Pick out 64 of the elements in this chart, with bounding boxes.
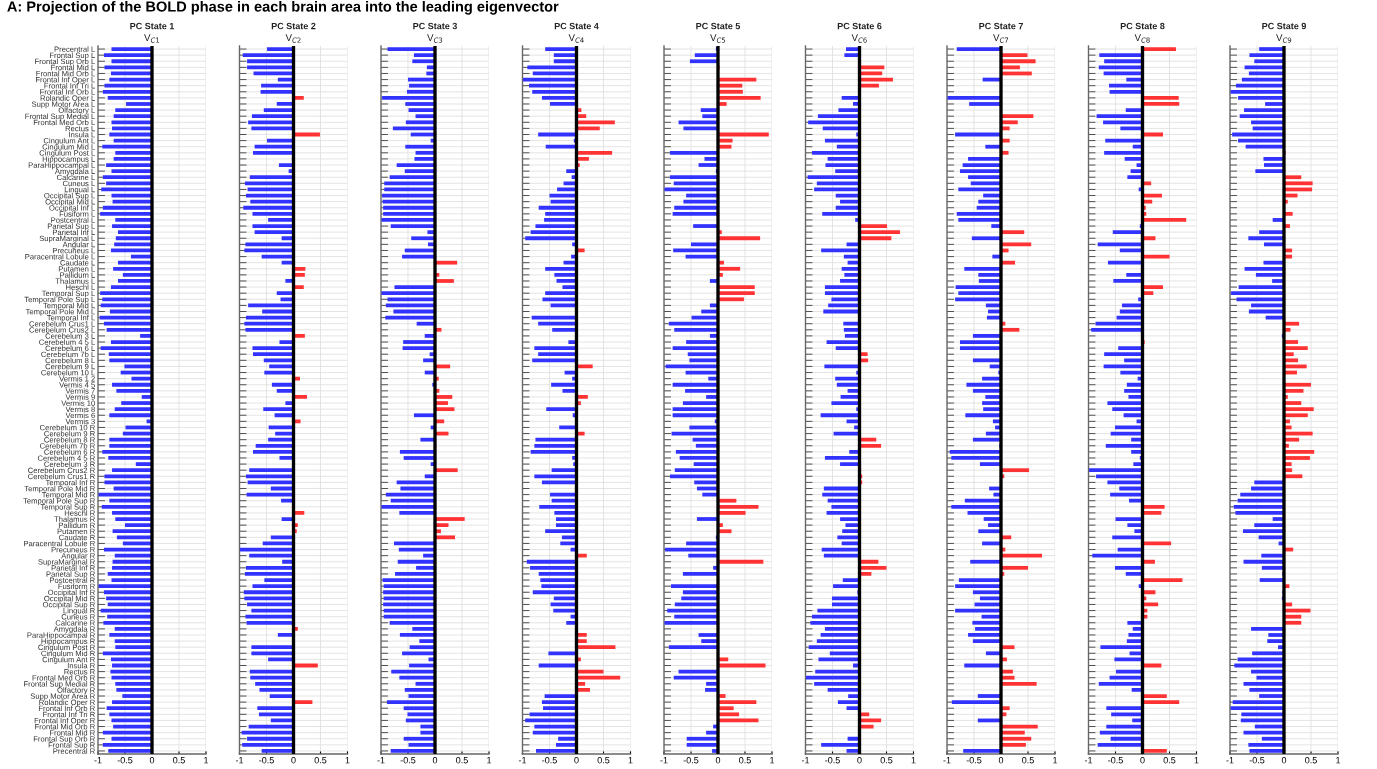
x-tick-label: 0.5	[739, 757, 751, 764]
chart-subtitle: V$_{C5}$	[710, 34, 726, 43]
x-tick-label: 1	[770, 757, 775, 764]
chart-title: PC State 3	[413, 22, 457, 30]
x-tick-label: 0.5	[314, 757, 327, 764]
x-tick-label: -0.5	[1108, 757, 1123, 764]
chart-title: PC State 7	[979, 22, 1023, 30]
x-tick-label: 0	[1140, 757, 1145, 764]
x-tick-label: 0.5	[597, 757, 610, 764]
chart-subtitle: V$_{C1}$	[144, 34, 160, 43]
chart-title: PC State 6	[837, 22, 882, 30]
x-tick-label: 0.5	[1163, 757, 1176, 764]
x-tick-label: 0	[998, 757, 1004, 764]
chart-title: PC State 1	[130, 22, 175, 30]
x-tick-label: 0	[432, 757, 438, 764]
x-tick-label: 0	[1281, 757, 1287, 764]
x-tick-label: -0.5	[259, 757, 274, 764]
text: A: Projection of the BOLD phase in each brain area into the leading eigenvector	[7, 1, 559, 15]
x-tick-label: 1	[911, 757, 916, 764]
x-tick-label: 0.5	[1305, 757, 1317, 764]
x-tick-label: -0.5	[400, 757, 416, 764]
x-tick-label: 1	[628, 757, 633, 764]
chart-subtitle: V$_{C4}$	[568, 34, 584, 43]
x-tick-label: 0.5	[1022, 757, 1034, 764]
x-tick-label: 0.5	[173, 757, 185, 764]
x-tick-label: -1	[94, 757, 102, 764]
x-tick-label: -0.5	[683, 757, 699, 764]
chart-subtitle: V$_{C8}$	[1134, 34, 1150, 43]
x-tick-label: 1	[487, 757, 492, 764]
chart-subtitle: V$_{C7}$	[993, 34, 1009, 43]
x-tick-label: 0	[574, 757, 579, 764]
chart-subtitle: V$_{C2}$	[285, 34, 301, 43]
x-tick-label: 0	[149, 757, 155, 764]
x-tick-label: 0.5	[456, 757, 468, 764]
chart-subtitle: V$_{C9}$	[1276, 34, 1292, 43]
x-tick-label: 0	[715, 757, 721, 764]
x-tick-label: -1	[943, 757, 951, 764]
x-tick-label: -1	[518, 757, 527, 764]
x-tick-label: 0	[291, 757, 296, 764]
chart-title: PC State 5	[696, 22, 741, 30]
chart-subtitle: V$_{C6}$	[851, 34, 867, 43]
x-tick-label: -0.5	[542, 757, 557, 764]
x-tick-label: 1	[1053, 757, 1058, 764]
chart-title: PC State 8	[1120, 22, 1165, 30]
x-tick-label: 1	[1336, 757, 1341, 764]
chart-title: PC State 4	[554, 22, 599, 30]
chart-subtitle: V$_{C3}$	[427, 34, 443, 43]
x-tick-label: -1	[1084, 757, 1093, 764]
x-tick-label: -0.5	[825, 757, 840, 764]
x-tick-label: 1	[1194, 757, 1199, 764]
chart-title: PC State 2	[271, 22, 316, 30]
x-tick-label: -1	[1226, 757, 1234, 764]
x-tick-label: 1	[345, 757, 350, 764]
x-tick-label: -1	[801, 757, 810, 764]
x-tick-label: -1	[660, 757, 668, 764]
x-tick-label: 0	[857, 757, 862, 764]
x-tick-label: -0.5	[966, 757, 982, 764]
x-tick-label: 1	[204, 757, 209, 764]
x-tick-label: 0.5	[880, 757, 893, 764]
x-tick-label: -0.5	[1249, 757, 1265, 764]
x-tick-label: -1	[235, 757, 244, 764]
chart-title: PC State 9	[1262, 22, 1306, 30]
x-tick-label: -1	[377, 757, 385, 764]
x-tick-label: -0.5	[117, 757, 133, 764]
